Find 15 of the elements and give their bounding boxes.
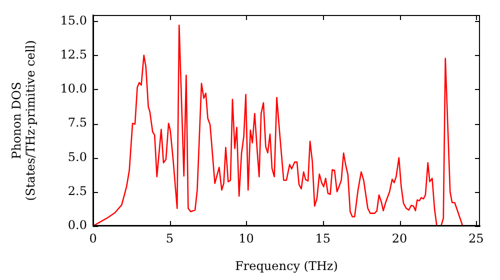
- y-axis-title: Phonon DOS (States/THz·primitive cell): [9, 40, 38, 201]
- x-tick-label: 0: [89, 231, 97, 246]
- y-tick-label: 0.0: [68, 218, 87, 232]
- y-tick-label: 12.5: [60, 47, 87, 62]
- y-tick-label: 2.5: [68, 184, 87, 198]
- x-axis-title: Frequency (THz): [235, 258, 338, 273]
- x-tick-label: 20: [392, 231, 408, 246]
- x-tick-label: 25: [468, 231, 484, 246]
- y-tick-label: 7.5: [68, 116, 87, 130]
- x-tick-label: 5: [166, 231, 174, 246]
- y-tick-label: 5.0: [68, 150, 87, 164]
- x-tick-label: 15: [315, 231, 331, 246]
- x-tick-label: 10: [238, 231, 254, 246]
- y-tick-label: 10.0: [60, 82, 87, 96]
- y-tick-label: 15.0: [60, 13, 87, 28]
